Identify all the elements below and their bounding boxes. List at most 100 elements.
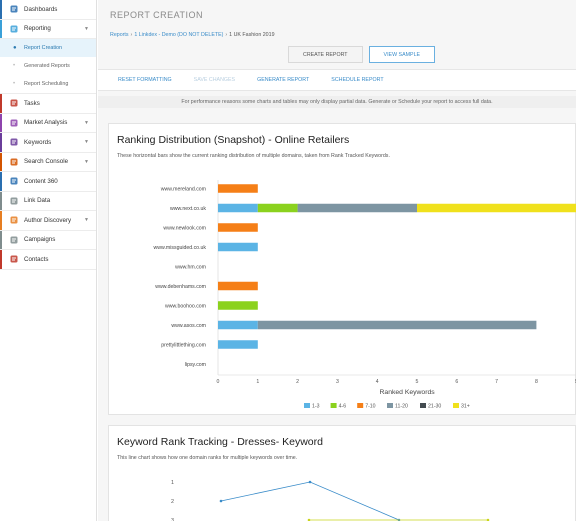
- sidebar-item-author-discovery[interactable]: Author Discovery ▼: [0, 211, 96, 231]
- data-point[interactable]: [307, 518, 311, 521]
- x-tick-label: 7: [495, 379, 498, 385]
- bar-segment[interactable]: [218, 340, 258, 349]
- bar-segment[interactable]: [257, 203, 298, 213]
- chevron-down-icon: ▼: [84, 119, 89, 126]
- sidebar-item-dashboards[interactable]: Dashboards: [0, 0, 96, 20]
- breadcrumb-project[interactable]: 1 Linkdex - Demo (DO NOT DELETE): [134, 32, 224, 38]
- sidebar-subitem-report-creation[interactable]: ● Report Creation: [0, 39, 96, 57]
- x-axis-title: Ranked Keywords: [380, 389, 436, 396]
- performance-notice: For performance reasons some charts and …: [98, 96, 576, 108]
- sidebar-item-label: Keywords: [24, 138, 52, 146]
- data-point[interactable]: [486, 518, 490, 521]
- series-line: [220, 481, 400, 521]
- tasks-icon: [10, 99, 18, 107]
- search-console-icon: [10, 158, 18, 166]
- category-label: www.next.co.uk: [170, 206, 206, 212]
- sidebar-subitem-generated-reports[interactable]: • Generated Reports: [0, 57, 96, 75]
- reporting-submenu: ● Report Creation • Generated Reports • Repor…: [0, 39, 96, 94]
- bar-segment[interactable]: [257, 320, 537, 330]
- tab-create-report[interactable]: CREATE REPORT: [288, 46, 363, 63]
- category-label: prettylittlething.com: [161, 343, 206, 349]
- report-toolbar: RESET FORMATTING SAVE CHANGES GENERATE R…: [98, 69, 576, 91]
- legend-label: 4-6: [339, 404, 347, 410]
- sidebar-item-market-analysis[interactable]: Market Analysis ▼: [0, 113, 96, 133]
- sidebar-item-campaigns[interactable]: Campaigns: [0, 230, 96, 250]
- sidebar-accent-bar: [0, 211, 2, 230]
- y-tick-label: 3: [171, 518, 174, 521]
- category-label: www.mereland.com: [161, 187, 206, 193]
- sidebar-accent-bar: [0, 250, 2, 269]
- bar-segment[interactable]: [218, 320, 258, 330]
- keyword-rank-tracking-card: Keyword Rank Tracking - Dresses- Keyword…: [108, 425, 576, 521]
- x-tick-label: 3: [336, 379, 339, 385]
- generate-report-button[interactable]: GENERATE REPORT: [257, 77, 310, 83]
- sidebar-item-label: Link Data: [24, 197, 51, 205]
- breadcrumb-current: 1 UK Fashion 2019: [229, 32, 275, 38]
- bullet-icon: •: [13, 81, 16, 87]
- author-icon: [10, 216, 18, 224]
- bar-segment[interactable]: [218, 242, 258, 252]
- x-tick-label: 4: [376, 379, 379, 385]
- sidebar-item-label: Market Analysis: [24, 119, 68, 127]
- chevron-down-icon: ▼: [84, 158, 89, 165]
- x-tick-label: 8: [535, 379, 538, 385]
- category-label: www.asos.com: [171, 323, 206, 329]
- sidebar-item-tasks[interactable]: Tasks: [0, 94, 96, 114]
- sidebar-item-reporting[interactable]: Reporting ▼: [0, 19, 96, 39]
- save-changes-button[interactable]: SAVE CHANGES: [193, 77, 236, 83]
- y-tick-label: 1: [171, 480, 174, 486]
- legend-swatch: [304, 403, 310, 408]
- schedule-report-button[interactable]: SCHEDULE REPORT: [331, 77, 384, 83]
- category-label: www.hm.com: [175, 265, 206, 271]
- sidebar-subitem-label: Generated Reports: [24, 63, 70, 69]
- data-point[interactable]: [308, 480, 312, 484]
- legend-label: 21-30: [428, 404, 441, 410]
- sidebar-item-label: Content 360: [24, 177, 58, 185]
- sidebar-subitem-report-scheduling[interactable]: • Report Scheduling: [0, 75, 96, 93]
- bar-segment[interactable]: [417, 203, 576, 213]
- page-title: REPORT CREATION: [110, 10, 204, 20]
- sidebar-item-search-console[interactable]: Search Console ▼: [0, 152, 96, 172]
- content-icon: [10, 177, 18, 185]
- category-label: www.boohoo.com: [165, 304, 206, 310]
- bullet-icon: ●: [13, 45, 17, 51]
- breadcrumb-reports[interactable]: Reports: [110, 32, 129, 38]
- sidebar-item-contacts[interactable]: Contacts: [0, 250, 96, 270]
- market-analysis-icon: [10, 119, 18, 127]
- reporting-icon: [10, 25, 18, 33]
- chevron-down-icon: ▼: [84, 217, 89, 224]
- bar-segment[interactable]: [218, 203, 258, 213]
- card-title: Keyword Rank Tracking - Dresses- Keyword: [117, 436, 323, 448]
- chevron-down-icon: ▼: [84, 139, 89, 146]
- legend-swatch: [387, 403, 393, 408]
- bar-segment[interactable]: [297, 203, 417, 213]
- sidebar-accent-bar: [0, 191, 2, 210]
- legend-label: 31+: [461, 404, 470, 410]
- x-tick-label: 2: [296, 379, 299, 385]
- x-tick-label: 9: [575, 379, 576, 385]
- card-description: These horizontal bars show the current r…: [117, 153, 390, 159]
- sidebar-item-content-360[interactable]: Content 360: [0, 172, 96, 192]
- bar-segment[interactable]: [218, 281, 258, 291]
- sidebar-item-keywords[interactable]: Keywords ▼: [0, 133, 96, 153]
- contacts-icon: [10, 255, 18, 263]
- bar-segment[interactable]: [218, 301, 258, 310]
- legend-swatch: [420, 403, 426, 408]
- sidebar-subitem-label: Report Scheduling: [24, 81, 69, 87]
- breadcrumb-chevron-icon: ›: [130, 32, 133, 38]
- link-icon: [10, 197, 18, 205]
- bar-segment[interactable]: [218, 184, 258, 193]
- legend-swatch: [330, 403, 337, 408]
- sidebar-item-link-data[interactable]: Link Data: [0, 191, 96, 211]
- bar-segment[interactable]: [218, 223, 258, 232]
- sidebar-accent-bar: [0, 152, 2, 171]
- data-point[interactable]: [219, 499, 223, 503]
- reset-formatting-button[interactable]: RESET FORMATTING: [118, 77, 172, 83]
- y-tick-label: 2: [171, 499, 174, 505]
- card-title: Ranking Distribution (Snapshot) - Online…: [117, 134, 350, 146]
- tab-view-sample[interactable]: VIEW SAMPLE: [368, 46, 436, 63]
- chevron-down-icon: ▼: [84, 25, 89, 32]
- legend-label: 1-3: [312, 404, 320, 410]
- sidebar-accent-bar: [0, 113, 2, 132]
